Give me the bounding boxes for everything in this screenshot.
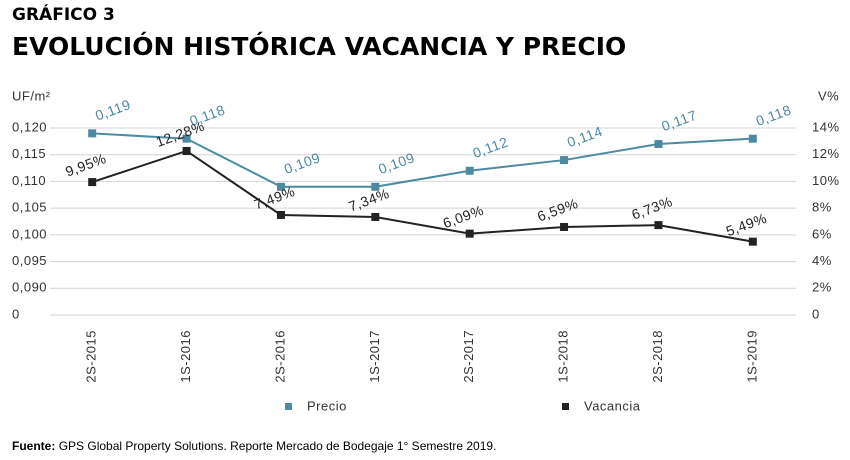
data-label: 0,109 xyxy=(282,149,323,177)
x-tick-label: 2S-2017 xyxy=(461,330,476,383)
data-point xyxy=(182,134,191,143)
source-label: Fuente: xyxy=(12,439,55,453)
x-tick-label: 1S-2019 xyxy=(744,330,759,383)
x-tick-label: 1S-2016 xyxy=(178,330,193,383)
x-tick-label: 2S-2016 xyxy=(272,330,287,383)
y2-tick-label: 6% xyxy=(812,226,832,241)
footnote: Fuente: GPS Global Property Solutions. R… xyxy=(12,439,496,453)
chart-label: GRÁFICO 3 xyxy=(12,3,115,25)
y-tick-label: 0,100 xyxy=(12,226,47,241)
y2-tick-label: 8% xyxy=(812,200,832,215)
y2-axis-label: V% xyxy=(818,88,839,103)
data-label: 7,34% xyxy=(346,185,391,214)
data-label: 0,119 xyxy=(93,96,133,124)
legend-swatch xyxy=(285,403,292,410)
data-label: 6,09% xyxy=(441,202,486,231)
x-tick-label: 1S-2018 xyxy=(556,330,571,383)
legend-swatch xyxy=(562,403,569,410)
data-label: 0,109 xyxy=(376,149,417,177)
y-tick-label: 0,105 xyxy=(12,200,47,215)
y-tick-label: 0,095 xyxy=(12,253,47,268)
series-line xyxy=(91,149,753,243)
data-label: 0,118 xyxy=(754,101,794,129)
y2-tick-label: 0 xyxy=(812,306,820,321)
data-label: 0,117 xyxy=(659,107,699,135)
y2-tick-label: 4% xyxy=(812,253,832,268)
y-tick-label: 0,120 xyxy=(12,119,47,134)
y2-tick-label: 14% xyxy=(812,119,840,134)
data-label: 0,112 xyxy=(471,134,511,162)
x-tick-label: 2S-2018 xyxy=(650,330,665,383)
data-point xyxy=(465,229,474,238)
data-point xyxy=(371,182,380,191)
y-axis-label: UF/m² xyxy=(12,88,51,103)
data-label: 0,114 xyxy=(565,123,605,151)
data-label: 6,73% xyxy=(629,193,674,222)
data-point xyxy=(560,156,569,165)
chart-title: EVOLUCIÓN HISTÓRICA VACANCIA Y PRECIO xyxy=(12,31,626,61)
data-label: 6,59% xyxy=(535,195,580,224)
data-point xyxy=(654,140,663,149)
data-point xyxy=(88,178,97,187)
data-point xyxy=(371,212,380,221)
data-point xyxy=(276,210,285,219)
y2-tick-label: 10% xyxy=(812,173,840,188)
data-point xyxy=(560,222,569,231)
x-tick-label: 2S-2015 xyxy=(84,330,99,383)
data-point xyxy=(276,182,285,191)
data-point xyxy=(465,166,474,175)
data-point xyxy=(88,129,97,138)
data-point xyxy=(748,134,757,143)
y-tick-label: 0,110 xyxy=(12,173,46,188)
y-tick-label: 0,090 xyxy=(12,280,47,295)
y2-tick-label: 2% xyxy=(812,280,832,295)
series-line xyxy=(92,132,753,188)
y2-tick-label: 12% xyxy=(812,146,840,161)
data-point xyxy=(748,237,757,246)
y-tick-label: 0,115 xyxy=(12,146,46,161)
y-tick-label: 0 xyxy=(12,306,20,321)
x-tick-label: 1S-2017 xyxy=(367,330,382,383)
source: GPS Global Property Solutions. Reporte M… xyxy=(59,439,497,453)
legend-label: Vacancia xyxy=(584,398,641,413)
legend-label: Precio xyxy=(307,398,347,413)
data-point xyxy=(654,221,663,230)
data-point xyxy=(182,146,191,155)
